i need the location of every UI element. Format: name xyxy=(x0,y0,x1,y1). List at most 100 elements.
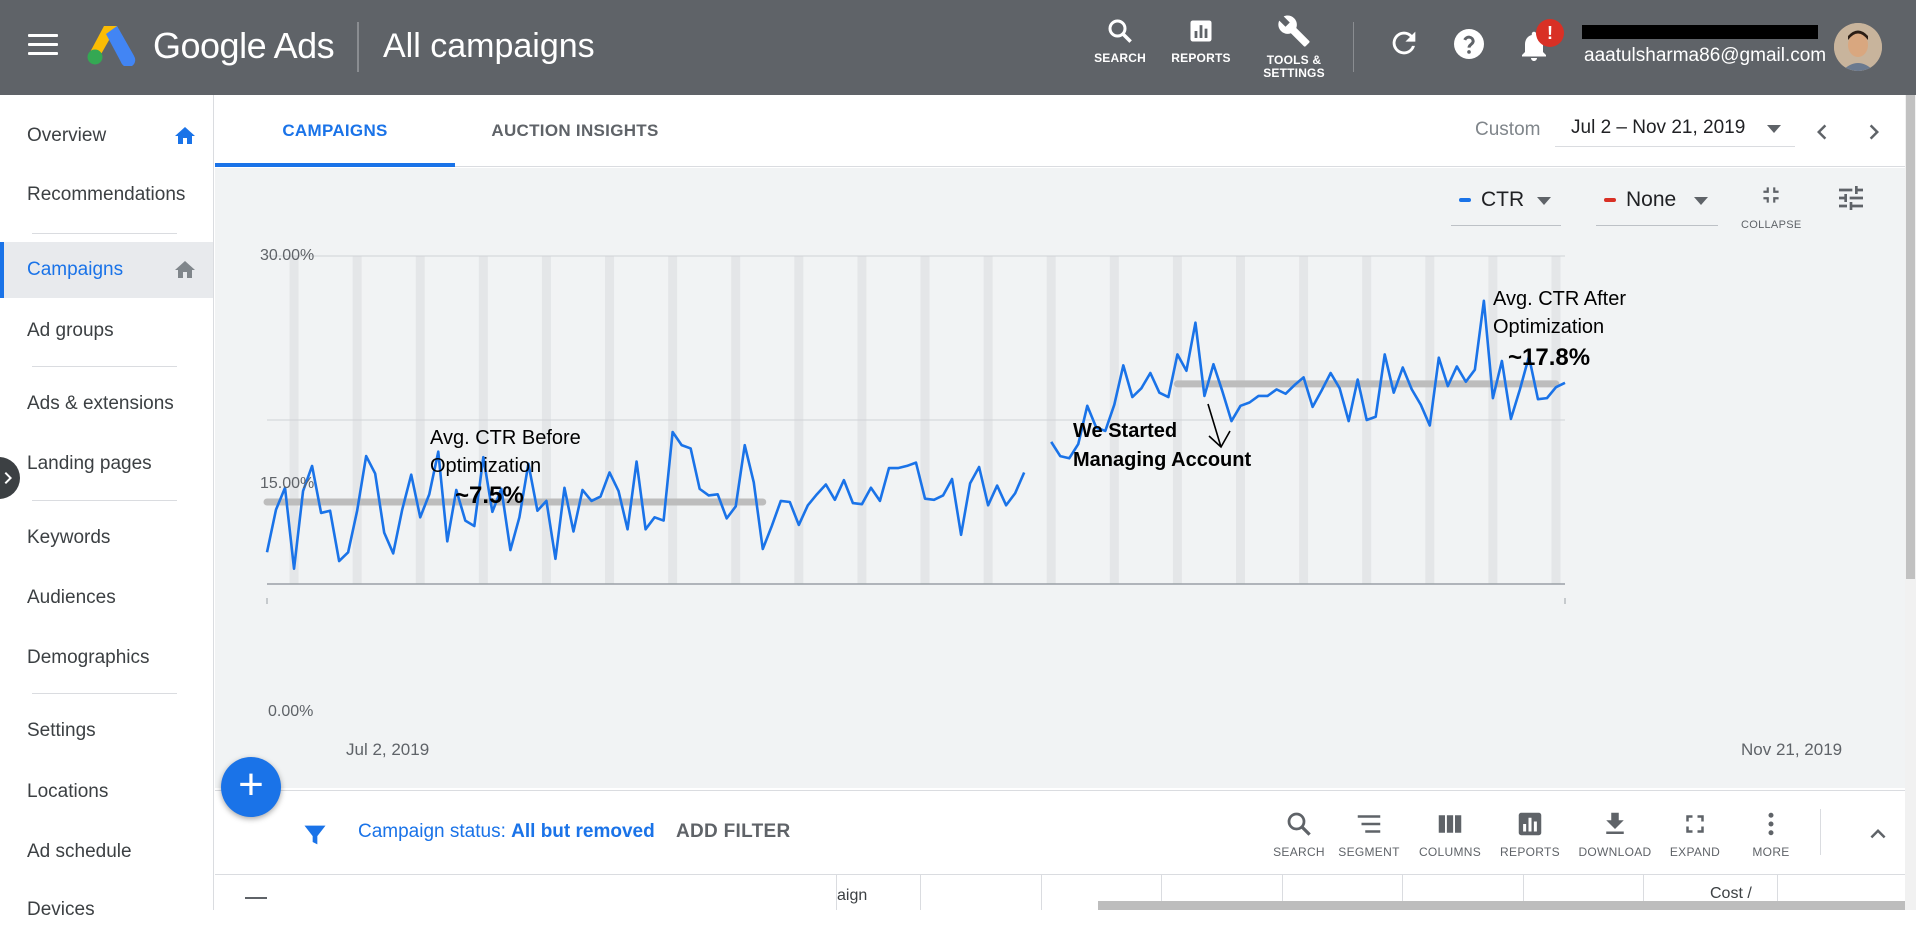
column-divider xyxy=(1777,875,1778,910)
campaign-status-filter[interactable]: Campaign status: All but removed xyxy=(358,821,655,843)
tool-label: SEGMENT xyxy=(1338,845,1400,859)
collapse-label: COLLAPSE xyxy=(1741,219,1802,231)
sidebar-item-label: Campaigns xyxy=(27,259,124,280)
download-button[interactable]: DOWNLOAD xyxy=(1575,809,1655,859)
sidebar-item-audiences[interactable]: Audiences xyxy=(0,570,213,626)
x-tick-label: Nov 21, 2019 xyxy=(1741,740,1843,759)
divider xyxy=(1353,22,1354,72)
sidebar-item-label: Landing pages xyxy=(27,453,152,474)
column-header-cost[interactable]: Cost / xyxy=(1710,885,1752,902)
filter-icon[interactable] xyxy=(301,821,329,849)
column-header-campaign[interactable]: aign xyxy=(837,887,868,904)
refresh-icon[interactable] xyxy=(1387,26,1421,60)
tool-label: MORE xyxy=(1752,845,1790,859)
reports-icon xyxy=(1518,812,1542,836)
table-toolbar: Campaign status: All but removed ADD FIL… xyxy=(215,790,1905,874)
wrench-icon xyxy=(1278,15,1310,47)
reports-tool-label: REPORTS xyxy=(1171,51,1231,65)
sidebar-item-landing-pages[interactable]: Landing pages xyxy=(0,436,213,492)
column-divider xyxy=(1643,875,1644,910)
horizontal-scrollbar[interactable] xyxy=(1098,901,1905,910)
sidebar-item-label: Recommendations xyxy=(27,184,186,205)
tools-label-line1: TOOLS & xyxy=(1266,53,1322,67)
avatar[interactable] xyxy=(1834,23,1882,71)
tool-label: COLUMNS xyxy=(1418,845,1482,859)
sidebar-item-locations[interactable]: Locations xyxy=(0,764,213,820)
annotation-before-line2: Optimization xyxy=(430,455,542,477)
sidebar-item-settings[interactable]: Settings xyxy=(0,703,213,759)
expand-icon xyxy=(1686,815,1704,833)
columns-button[interactable]: COLUMNS xyxy=(1410,809,1490,859)
add-campaign-button[interactable]: + xyxy=(221,757,281,817)
sidebar-item-overview[interactable]: Overview xyxy=(0,108,213,164)
sidebar-item-devices[interactable]: Devices xyxy=(0,882,213,938)
chevron-right-icon[interactable] xyxy=(1859,117,1889,147)
search-icon xyxy=(1108,19,1132,43)
divider xyxy=(1820,809,1821,855)
table-search-button[interactable]: SEARCH xyxy=(1259,809,1339,859)
column-divider xyxy=(920,875,921,910)
sidebar-item-label: Ads & extensions xyxy=(27,393,174,414)
sidebar-item-label: Ad schedule xyxy=(27,841,132,862)
tool-label: EXPAND xyxy=(1669,845,1721,859)
scrollbar-thumb[interactable] xyxy=(1906,95,1915,579)
divider xyxy=(32,500,177,501)
sidebar-item-label: Demographics xyxy=(27,647,150,668)
add-filter-button[interactable]: ADD FILTER xyxy=(676,821,791,842)
tools-settings-button[interactable]: TOOLS & SETTINGS xyxy=(1256,14,1332,80)
chevron-right-icon xyxy=(4,472,12,484)
sidebar-item-ads-extensions[interactable]: Ads & extensions xyxy=(0,376,213,432)
sidebar-item-label: Audiences xyxy=(27,587,116,608)
metric2-dropdown[interactable]: None xyxy=(1596,188,1718,226)
annotation-after-line2: Optimization xyxy=(1493,316,1605,338)
y-tick-label: 30.00% xyxy=(260,247,315,264)
redacted-account-name xyxy=(1582,25,1818,39)
sidebar-item-demographics[interactable]: Demographics xyxy=(0,630,213,686)
reports-tool-button[interactable]: REPORTS xyxy=(1170,16,1232,65)
vertical-scrollbar[interactable] xyxy=(1905,95,1916,910)
table-reports-button[interactable]: REPORTS xyxy=(1490,809,1570,859)
metric1-color-dot xyxy=(1459,198,1471,202)
menu-icon[interactable] xyxy=(28,34,58,58)
google-ads-logo xyxy=(87,26,136,66)
column-divider xyxy=(1402,875,1403,910)
metric2-label: None xyxy=(1626,188,1677,211)
collapse-chart-button[interactable]: COLLAPSE xyxy=(1741,182,1801,231)
more-button[interactable]: MORE xyxy=(1731,809,1811,859)
date-range-picker[interactable]: Jul 2 – Nov 21, 2019 xyxy=(1555,117,1795,147)
line-chart xyxy=(263,255,1566,604)
select-all-checkbox[interactable] xyxy=(245,897,267,899)
table-header: aign Cost / xyxy=(215,874,1905,910)
y-tick-label: 0.00% xyxy=(268,703,314,720)
account-email[interactable]: aaatulsharma86@gmail.com xyxy=(1584,45,1827,66)
dropdown-caret-icon xyxy=(1767,125,1781,133)
search-tool-button[interactable]: SEARCH xyxy=(1090,16,1150,65)
segment-icon xyxy=(1357,815,1381,833)
sidebar-item-ad-groups[interactable]: Ad groups xyxy=(0,303,213,359)
sidebar-item-keywords[interactable]: Keywords xyxy=(0,510,213,566)
tool-label: SEARCH xyxy=(1273,845,1325,859)
column-divider xyxy=(1282,875,1283,910)
sidebar-item-recommendations[interactable]: Recommendations xyxy=(0,167,213,223)
divider xyxy=(32,233,177,234)
help-icon[interactable] xyxy=(1451,26,1487,62)
segment-button[interactable]: SEGMENT xyxy=(1329,809,1409,859)
search-icon xyxy=(1287,812,1311,836)
expand-button[interactable]: EXPAND xyxy=(1655,809,1735,859)
chevron-left-icon[interactable] xyxy=(1807,117,1837,147)
annotation-before-line1: Avg. CTR Before xyxy=(430,427,581,449)
column-divider xyxy=(1523,875,1524,910)
annotation-start-line1: We Started xyxy=(1073,420,1178,442)
annotation-after-line1: Avg. CTR After xyxy=(1493,288,1627,310)
tab-auction-insights[interactable]: AUCTION INSIGHTS xyxy=(491,121,659,140)
metric1-dropdown[interactable]: CTR xyxy=(1451,188,1561,226)
tabs-bar: CAMPAIGNS AUCTION INSIGHTS Custom Jul 2 … xyxy=(215,95,1905,167)
chevron-up-icon[interactable] xyxy=(1863,819,1893,849)
sidebar-collapse-handle[interactable] xyxy=(0,457,20,499)
tune-icon[interactable] xyxy=(1835,182,1867,214)
filter-value: All but removed xyxy=(511,821,655,842)
tab-campaigns[interactable]: CAMPAIGNS xyxy=(215,95,455,167)
sidebar-item-campaigns[interactable]: Campaigns xyxy=(0,242,213,298)
sidebar-item-label: Ad groups xyxy=(27,320,114,341)
sidebar-item-ad-schedule[interactable]: Ad schedule xyxy=(0,824,213,880)
